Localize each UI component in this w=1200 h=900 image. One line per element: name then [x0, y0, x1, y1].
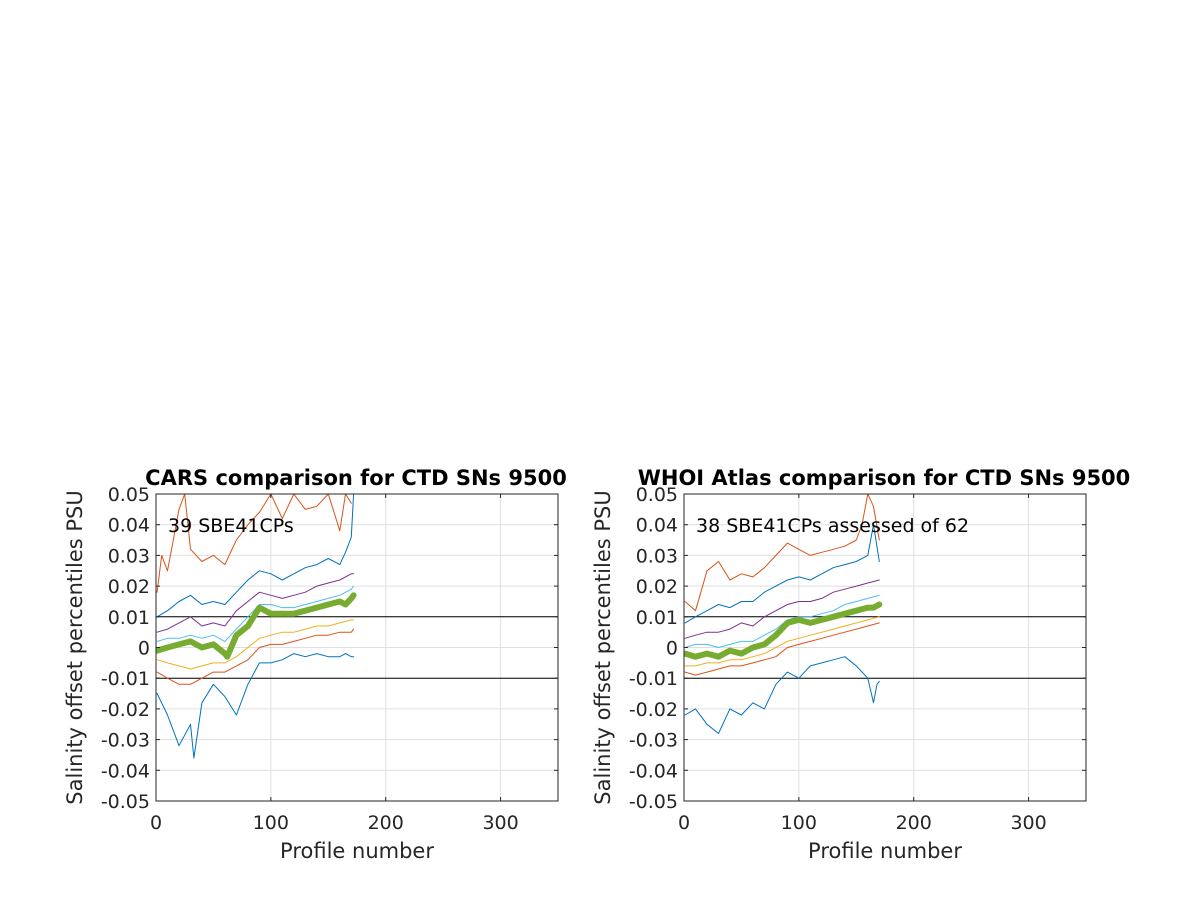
y-tick-label: -0.01 — [629, 668, 678, 690]
y-tick-label: -0.03 — [629, 730, 678, 752]
series-line-3 — [684, 594, 880, 648]
y-tick-label: 0 — [666, 638, 678, 660]
y-tick-label: 0.05 — [108, 484, 150, 506]
y-tick-label: -0.05 — [629, 791, 678, 813]
series-line-6 — [684, 494, 880, 612]
y-tick-label: 0.02 — [636, 576, 678, 598]
y-axis-label: Salinity offset percentiles PSU — [591, 490, 615, 804]
series-line-5 — [156, 494, 355, 618]
chart-annotation: 38 SBE41CPs assessed of 62 — [696, 515, 969, 537]
series-line-2 — [156, 619, 355, 670]
y-tick-label: 0.05 — [636, 484, 678, 506]
series-line-3 — [156, 585, 355, 642]
x-tick-label: 300 — [1010, 812, 1046, 834]
x-tick-label: 0 — [678, 812, 690, 834]
chart-annotation: 39 SBE41CPs — [168, 515, 294, 537]
series-line-4 — [684, 579, 880, 639]
x-axis-label: Profile number — [280, 839, 434, 863]
x-tick-label: 200 — [368, 812, 404, 834]
chart-cars-comparison: 0 100 200 300 -0.05 -0.04 -0.03 -0.02 -0.01 0 0.01… — [63, 466, 567, 863]
y-tick-label: 0.02 — [108, 576, 150, 598]
y-axis-label: Salinity offset percentiles PSU — [63, 490, 87, 804]
chart-title: WHOI Atlas comparison for CTD SNs 9500 — [638, 466, 1131, 490]
series-line-1 — [156, 628, 355, 685]
series-line-0 — [156, 653, 355, 759]
x-tick-label: 100 — [253, 812, 289, 834]
series-line-7 — [684, 601, 883, 660]
x-tick-label: 200 — [896, 812, 932, 834]
series-line-6 — [156, 494, 352, 593]
y-tick-label: 0.01 — [108, 607, 150, 629]
x-tick-label: 300 — [482, 812, 518, 834]
y-tick-label: 0.01 — [636, 607, 678, 629]
y-tick-label: -0.03 — [101, 730, 150, 752]
x-tick-label: 100 — [781, 812, 817, 834]
series-line-4 — [156, 573, 355, 633]
y-tick-label: 0 — [138, 638, 150, 660]
series-line-5 — [684, 524, 880, 624]
y-tick-label: 0.04 — [636, 515, 678, 537]
series-line-2 — [684, 616, 880, 667]
x-tick-label: 0 — [150, 812, 162, 834]
chart-whoi-atlas-comparison: 0 100 200 300 -0.05 -0.04 -0.03 -0.02 -0.01 0 0.01… — [591, 466, 1130, 863]
y-tick-label: -0.04 — [101, 760, 150, 782]
series-line-7 — [156, 592, 357, 660]
series-line-0 — [684, 656, 880, 734]
y-tick-label: 0.04 — [108, 515, 150, 537]
x-axis-label: Profile number — [808, 839, 962, 863]
y-tick-label: 0.03 — [108, 545, 150, 567]
series-line-1 — [684, 622, 880, 676]
y-tick-label: -0.02 — [101, 699, 150, 721]
y-tick-label: -0.04 — [629, 760, 678, 782]
y-tick-label: 0.03 — [636, 545, 678, 567]
chart-title: CARS comparison for CTD SNs 9500 — [145, 466, 567, 490]
y-tick-label: -0.05 — [101, 791, 150, 813]
y-tick-label: -0.02 — [629, 699, 678, 721]
y-tick-label: -0.01 — [101, 668, 150, 690]
